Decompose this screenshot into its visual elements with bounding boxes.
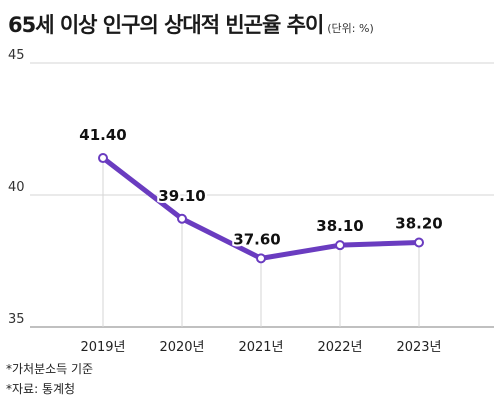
data-point — [414, 237, 424, 248]
data-label: 37.60 — [233, 230, 280, 248]
data-label: 39.10 — [158, 187, 205, 205]
x-tick-label: 2021년 — [238, 340, 283, 355]
y-tick-label: 45 — [8, 48, 25, 63]
unit-note: (단위: %) — [327, 22, 374, 35]
x-tick-label: 2019년 — [80, 340, 125, 355]
footnote-source: *자료: 통계청 — [6, 382, 76, 396]
x-tick-label: 2023년 — [396, 340, 441, 355]
data-points — [98, 153, 424, 264]
y-tick-label: 35 — [8, 312, 25, 327]
data-point — [256, 253, 266, 264]
data-point — [98, 153, 108, 164]
data-point — [177, 213, 187, 224]
data-label: 38.10 — [316, 217, 363, 235]
footnote-basis: *가처분소득 기준 — [6, 362, 94, 376]
y-axis-ticks: 45 40 35 — [8, 48, 25, 327]
data-labels: 41.40 39.10 37.60 38.10 38.20 — [77, 124, 444, 250]
chart-title: 65세 이상 인구의 상대적 빈곤율 추이 (단위: %) — [8, 9, 374, 39]
data-label: 38.20 — [395, 215, 442, 233]
grid-lines — [30, 62, 494, 328]
x-axis-ticks: 2019년 2020년 2021년 2022년 2023년 — [80, 340, 441, 355]
data-point — [335, 240, 345, 251]
chart-title-text: 65세 이상 인구의 상대적 빈곤율 추이 — [8, 13, 324, 37]
data-label: 41.40 — [79, 126, 126, 144]
x-tick-label: 2022년 — [317, 340, 362, 355]
x-tick-label: 2020년 — [159, 340, 204, 355]
y-tick-label: 40 — [8, 180, 25, 195]
